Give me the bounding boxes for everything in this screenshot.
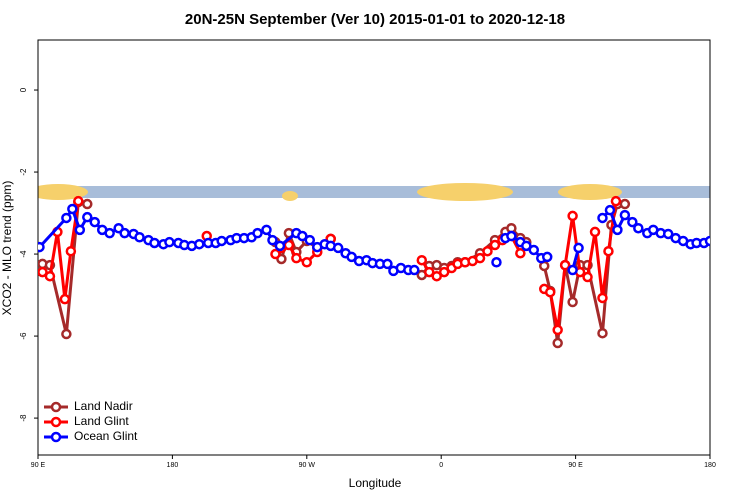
data-point — [603, 245, 614, 257]
data-point — [491, 257, 502, 268]
data-point — [104, 227, 115, 239]
data-point — [619, 209, 631, 221]
data-point — [604, 204, 616, 216]
data-point — [474, 252, 486, 264]
data-point — [597, 212, 608, 224]
data-point — [567, 296, 578, 308]
data-point — [304, 234, 316, 246]
y-axis-label: XCO2 - MLO trend (ppm) — [0, 181, 14, 316]
data-point — [612, 224, 623, 236]
data-point — [270, 248, 281, 260]
data-point — [515, 247, 526, 259]
data-point — [61, 212, 72, 224]
legend-label: Land Glint — [74, 414, 129, 428]
data-point — [382, 258, 393, 270]
x-tick-label: 90 W — [299, 462, 316, 469]
data-point — [567, 264, 578, 276]
data-point — [149, 237, 160, 249]
legend-marker — [50, 416, 62, 428]
data-point — [134, 231, 145, 243]
data-point — [252, 227, 263, 239]
data-point — [438, 266, 450, 278]
data-point — [521, 240, 532, 252]
data-point — [416, 254, 428, 266]
data-point — [164, 236, 175, 248]
data-point — [619, 198, 631, 210]
data-point — [73, 195, 84, 207]
data-point — [552, 337, 563, 349]
data-point — [633, 222, 644, 234]
legend-marker — [50, 401, 62, 413]
chart-title: 20N-25N September (Ver 10) 2015-01-01 to… — [185, 11, 565, 28]
data-point — [216, 235, 227, 247]
data-point — [74, 224, 86, 236]
x-tick-label: 180 — [167, 462, 179, 469]
data-point — [704, 235, 710, 247]
data-point — [332, 242, 344, 254]
series-line — [42, 200, 625, 344]
data-point — [267, 234, 278, 246]
data-point — [424, 266, 435, 278]
data-point — [541, 251, 553, 263]
y-tick-label: -6 — [19, 332, 28, 340]
data-point — [291, 252, 302, 264]
data-point — [559, 259, 571, 271]
data-point — [38, 241, 45, 253]
data-point — [506, 230, 517, 242]
x-axis-label: Longitude — [349, 476, 402, 490]
data-point — [194, 238, 205, 250]
y-tick-label: 0 — [19, 87, 28, 92]
data-point — [544, 286, 556, 298]
data-point — [82, 211, 93, 223]
data-point — [61, 328, 72, 340]
data-point — [662, 228, 674, 240]
x-tick-label: 90 E — [31, 462, 46, 469]
data-point — [589, 226, 601, 238]
data-point — [274, 240, 286, 252]
data-point — [65, 245, 77, 257]
data-point — [261, 224, 272, 236]
data-point — [119, 227, 130, 239]
data-point — [597, 327, 608, 339]
x-tick-label: 180 — [704, 462, 716, 469]
data-point — [573, 242, 584, 254]
map-strip — [38, 183, 710, 201]
x-tick-label: 0 — [439, 462, 443, 469]
data-point — [528, 244, 540, 256]
data-point — [489, 239, 501, 251]
data-point — [38, 266, 48, 278]
data-point — [482, 245, 493, 257]
legend-label: Ocean Glint — [74, 429, 138, 443]
data-point — [82, 198, 93, 210]
data-point — [627, 216, 638, 228]
data-point — [431, 270, 442, 282]
data-point — [597, 292, 608, 304]
legend-marker — [50, 431, 62, 443]
legend-label: Land Nadir — [74, 399, 133, 413]
y-tick-label: -2 — [19, 168, 28, 176]
y-tick-label: -8 — [19, 414, 28, 422]
x-tick-label: 90 E — [568, 462, 583, 469]
data-point — [610, 195, 622, 207]
data-point — [59, 293, 71, 305]
data-point — [409, 264, 420, 276]
data-point — [67, 203, 78, 215]
data-point — [89, 216, 100, 228]
series-line — [41, 200, 618, 331]
y-tick-label: -4 — [19, 250, 28, 258]
data-point — [582, 271, 593, 283]
data-point — [567, 210, 578, 222]
data-point — [301, 257, 313, 268]
data-point — [346, 251, 357, 263]
plot-area — [38, 195, 710, 349]
data-point — [552, 324, 563, 336]
data-point — [44, 270, 56, 282]
data-point — [297, 230, 308, 242]
